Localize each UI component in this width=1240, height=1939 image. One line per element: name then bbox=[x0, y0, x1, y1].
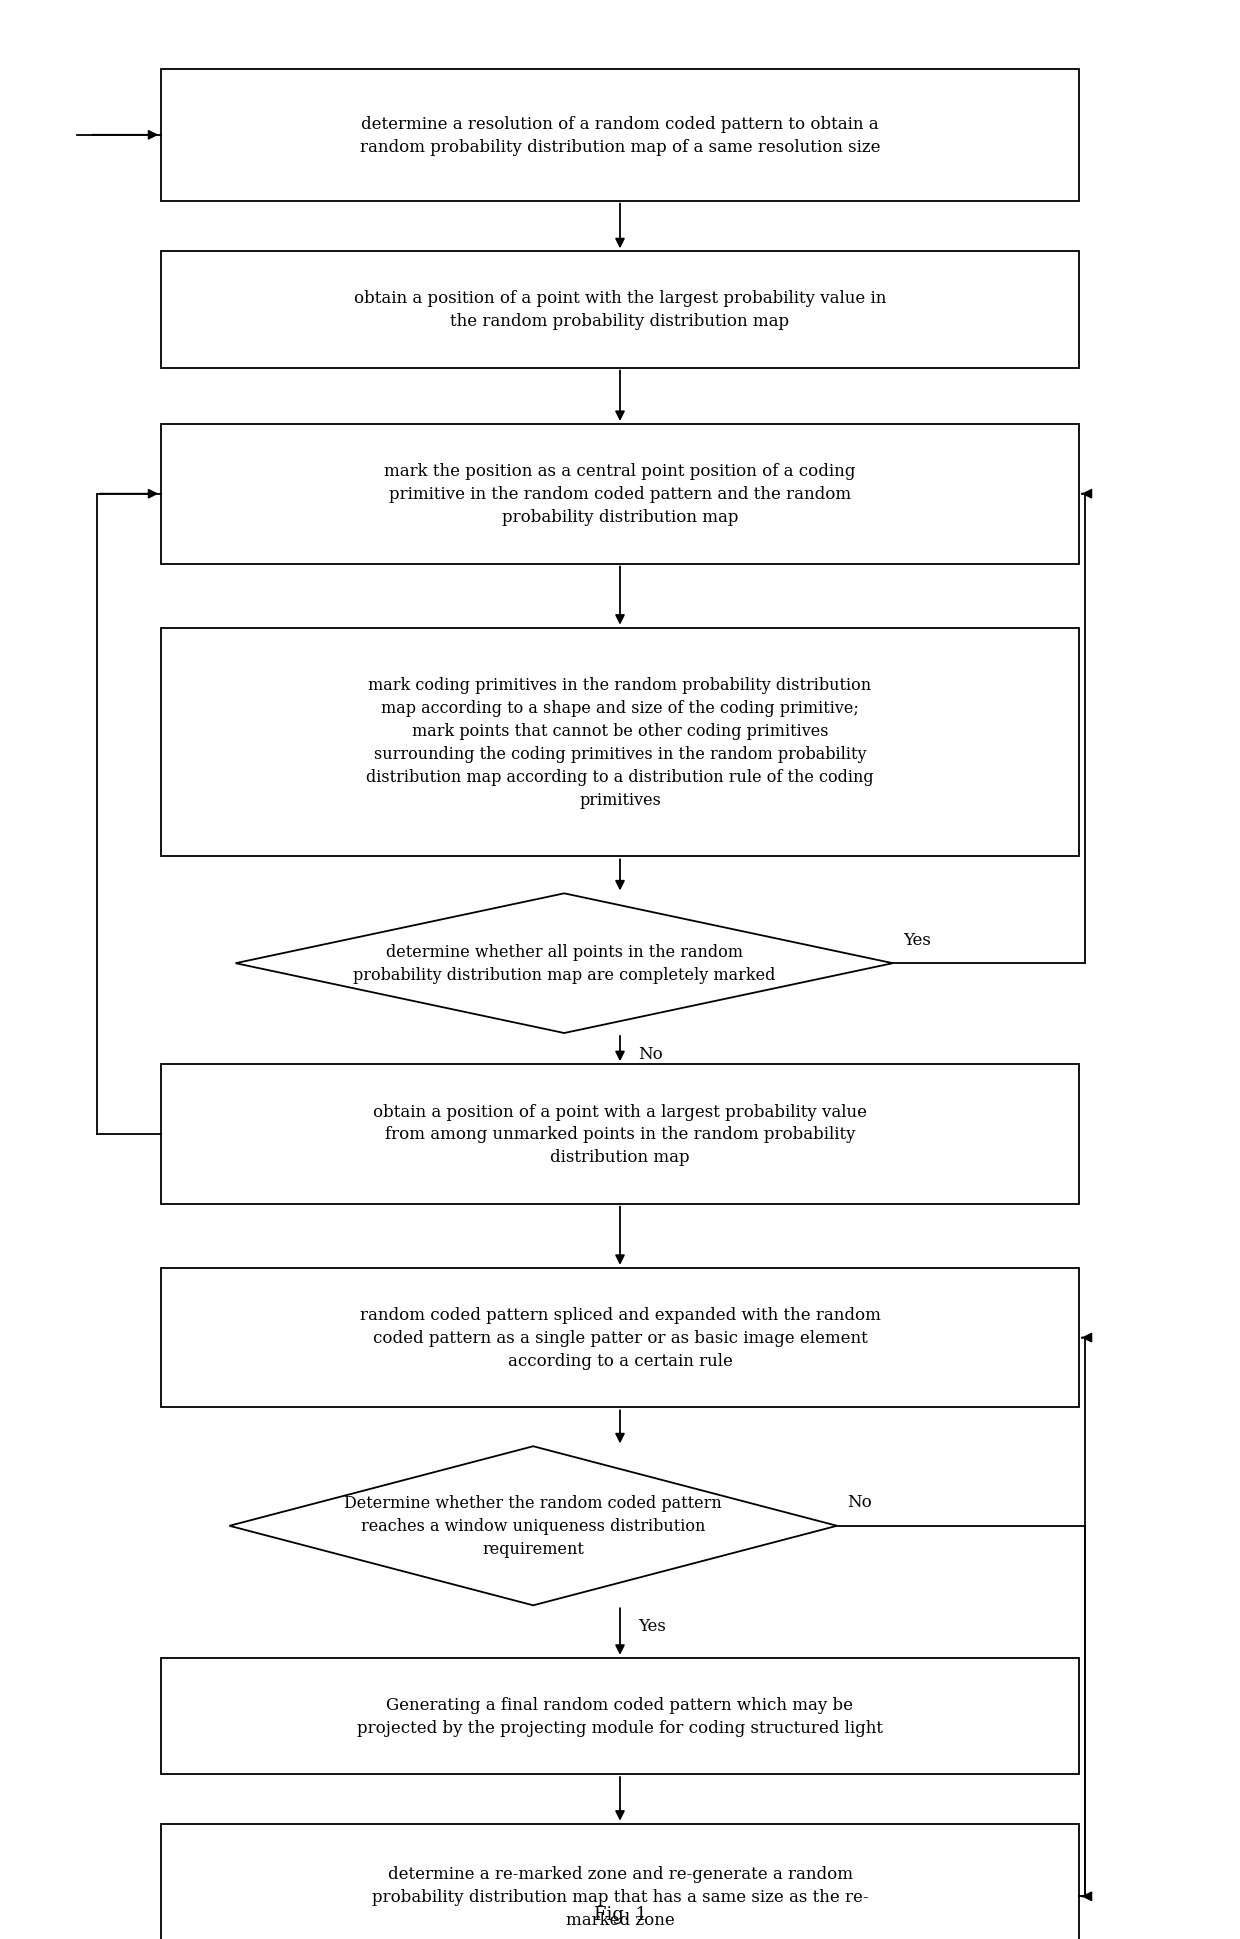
Text: determine whether all points in the random
probability distribution map are comp: determine whether all points in the rand… bbox=[353, 944, 775, 983]
Text: mark the position as a central point position of a coding
primitive in the rando: mark the position as a central point pos… bbox=[384, 463, 856, 525]
Text: random coded pattern spliced and expanded with the random
coded pattern as a sin: random coded pattern spliced and expande… bbox=[360, 1307, 880, 1369]
Polygon shape bbox=[236, 894, 893, 1033]
Text: determine a re-marked zone and re-generate a random
probability distribution map: determine a re-marked zone and re-genera… bbox=[372, 1865, 868, 1927]
Text: Yes: Yes bbox=[903, 931, 930, 948]
Polygon shape bbox=[229, 1446, 837, 1605]
Text: No: No bbox=[847, 1493, 872, 1510]
Text: obtain a position of a point with the largest probability value in
the random pr: obtain a position of a point with the la… bbox=[353, 291, 887, 330]
Bar bbox=[161, 1823, 1079, 1939]
Text: obtain a position of a point with a largest probability value
from among unmarke: obtain a position of a point with a larg… bbox=[373, 1103, 867, 1165]
Text: Generating a final random coded pattern which may be
projected by the projecting: Generating a final random coded pattern … bbox=[357, 1697, 883, 1735]
Text: Fig. 1: Fig. 1 bbox=[594, 1906, 646, 1923]
Bar bbox=[161, 1065, 1079, 1204]
Bar bbox=[161, 628, 1079, 857]
Text: mark coding primitives in the random probability distribution
map according to a: mark coding primitives in the random pro… bbox=[366, 677, 874, 809]
Bar bbox=[161, 252, 1079, 368]
Text: determine a resolution of a random coded pattern to obtain a
random probability : determine a resolution of a random coded… bbox=[360, 116, 880, 155]
Bar bbox=[161, 1268, 1079, 1408]
Bar bbox=[161, 70, 1079, 202]
Bar bbox=[161, 1658, 1079, 1774]
Text: Determine whether the random coded pattern
reaches a window uniqueness distribut: Determine whether the random coded patte… bbox=[345, 1495, 722, 1557]
Bar bbox=[161, 425, 1079, 564]
Text: No: No bbox=[639, 1045, 663, 1063]
Text: Yes: Yes bbox=[639, 1617, 666, 1635]
